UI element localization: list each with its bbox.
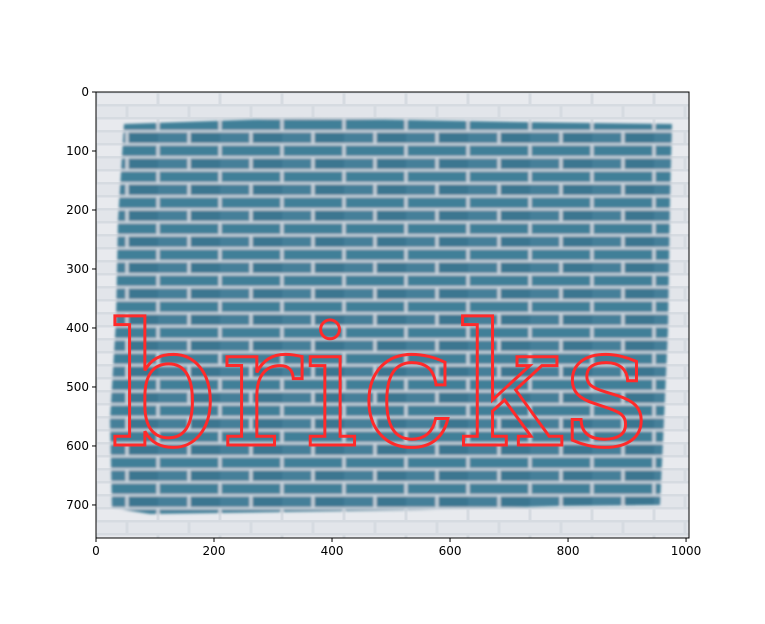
- x-tick-label: 200: [203, 544, 226, 558]
- x-tick-label: 0: [92, 544, 100, 558]
- overlay-text-bricks: bricks: [110, 288, 652, 486]
- axes-frame: [95, 91, 690, 539]
- x-tick-label: 800: [557, 544, 580, 558]
- y-tick-label: 600: [66, 439, 89, 453]
- y-tick-label: 400: [66, 321, 89, 335]
- x-axis: 0 200 400 600 800 1000: [92, 538, 701, 558]
- blue-painted-area: [110, 118, 672, 514]
- y-tick-label: 200: [66, 203, 89, 217]
- y-tick-label: 700: [66, 498, 89, 512]
- y-tick-label: 100: [66, 144, 89, 158]
- y-tick-label: 300: [66, 262, 89, 276]
- brick-wall-image: [96, 92, 689, 538]
- x-tick-label: 1000: [671, 544, 702, 558]
- x-tick-label: 600: [439, 544, 462, 558]
- y-tick-label: 500: [66, 380, 89, 394]
- y-axis: 0 100 200 300 400 500 600 700: [66, 85, 96, 512]
- x-tick-label: 400: [321, 544, 344, 558]
- y-tick-label: 0: [81, 85, 89, 99]
